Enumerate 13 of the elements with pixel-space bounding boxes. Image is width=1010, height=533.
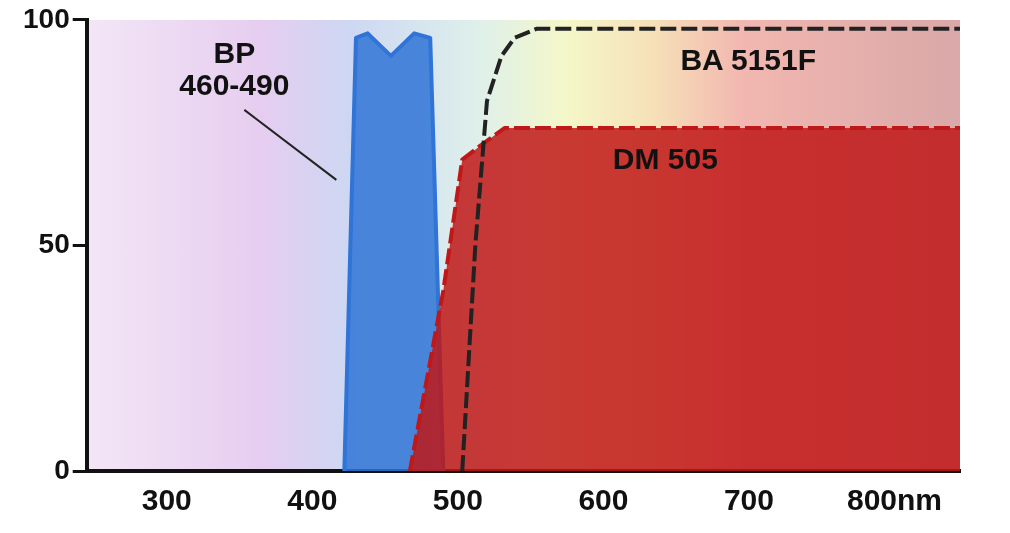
x-tick-label: 700: [723, 483, 774, 517]
line-series: [460, 26, 960, 471]
text: BP 460-490: [179, 36, 290, 102]
x-tick-label: 600: [578, 483, 629, 517]
series-label: DM 505: [612, 142, 718, 176]
x-tick-label: 800nm: [846, 483, 943, 517]
x-tick-label: 500: [432, 483, 483, 517]
y-tick-label: 100: [23, 2, 70, 34]
y-tick-label: 50: [38, 228, 70, 260]
y-tick-label: 0: [54, 453, 70, 485]
series-label: BA 5151F: [680, 43, 817, 77]
x-tick-label: 400: [287, 483, 338, 517]
x-tick-label: 300: [141, 483, 192, 517]
